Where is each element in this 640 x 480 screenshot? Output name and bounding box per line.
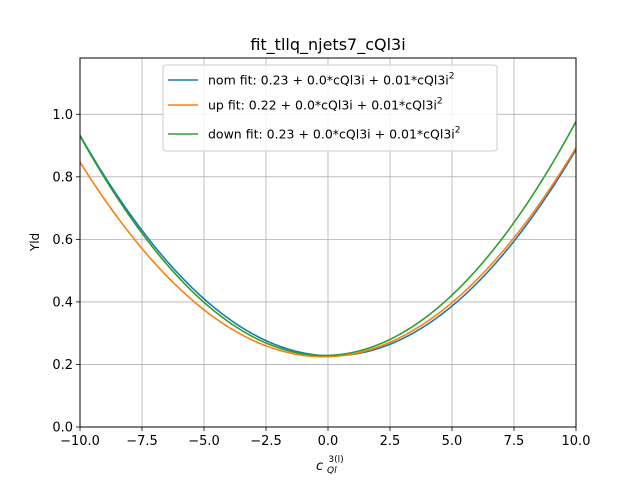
y-tick-label: 0.6 — [52, 233, 73, 248]
legend: nom fit: 0.23 + 0.0*cQl3i + 0.01*cQl3i2u… — [162, 64, 498, 152]
x-tick-label: −7.5 — [126, 434, 158, 449]
x-tick-label: 10.0 — [562, 434, 591, 449]
x-axis-label: c Ql 3(l) — [316, 455, 344, 476]
legend-label-sup: 2 — [449, 72, 455, 82]
y-tick-label: 0.8 — [52, 170, 73, 185]
y-tick-label: 0.2 — [52, 358, 73, 373]
x-tick-label: 5.0 — [442, 434, 463, 449]
x-tick-label: 2.5 — [380, 434, 401, 449]
x-axis-label-sup: 3(l) — [328, 455, 343, 465]
x-tick-label: −5.0 — [188, 434, 220, 449]
x-tick-label: −2.5 — [250, 434, 282, 449]
x-axis-label-main: c — [316, 459, 323, 474]
legend-label-1: up fit: 0.22 + 0.0*cQl3i + 0.01*cQl3i2 — [208, 97, 443, 113]
series-lines — [79, 121, 577, 358]
x-tick-label: 7.5 — [504, 434, 525, 449]
x-tick-label: 0.0 — [318, 434, 339, 449]
y-tick-label: 0.4 — [52, 295, 73, 310]
axis-ticks: −10.0 −7.5 −5.0 −2.5 0.0 2.5 5.0 7.5 10.0 0.0 0.2 0… — [52, 108, 590, 449]
legend-label-0: nom fit: 0.23 + 0.0*cQl3i + 0.01*cQl3i2 — [208, 72, 455, 88]
series-line-1 — [79, 147, 577, 358]
chart-title: fit_tllq_njets7_cQl3i — [250, 35, 405, 55]
legend-label-sup: 2 — [455, 126, 461, 136]
x-tick-label: −10.0 — [60, 434, 100, 449]
y-tick-label: 1.0 — [52, 108, 73, 123]
series-line-2 — [79, 121, 577, 357]
y-axis-label: Yld — [28, 233, 42, 252]
x-axis-label-sub: Ql — [327, 466, 337, 476]
legend-label-text: down fit: 0.23 + 0.0*cQl3i + 0.01*cQl3i — [208, 127, 455, 142]
legend-label-text: nom fit: 0.23 + 0.0*cQl3i + 0.01*cQl3i — [208, 73, 449, 88]
legend-box — [162, 64, 498, 152]
y-tick-label: 0.0 — [52, 421, 73, 436]
legend-label-2: down fit: 0.23 + 0.0*cQl3i + 0.01*cQl3i2 — [208, 126, 461, 142]
legend-label-text: up fit: 0.22 + 0.0*cQl3i + 0.01*cQl3i — [208, 98, 437, 113]
legend-label-sup: 2 — [437, 97, 443, 107]
